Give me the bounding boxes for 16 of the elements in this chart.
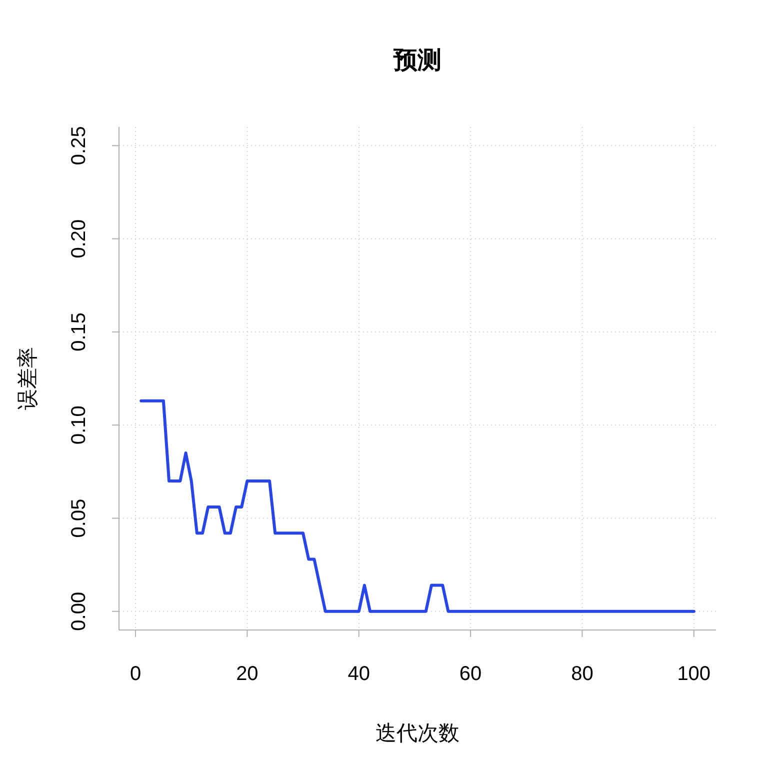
x-tick-label: 60 <box>459 663 482 685</box>
line-series <box>140 399 696 613</box>
y-tick-label: 0.10 <box>68 406 90 445</box>
chart-title: 预测 <box>392 47 442 74</box>
y-tick-label: 0.00 <box>68 592 90 631</box>
x-axis-title: 迭代次数 <box>376 722 460 745</box>
y-axis-title: 误差率 <box>16 347 40 410</box>
x-tick-label: 0 <box>130 663 142 685</box>
x-tick-label: 20 <box>236 663 258 685</box>
x-tick-label: 100 <box>677 663 711 685</box>
x-tick-label: 40 <box>348 663 370 685</box>
x-tick-label: 80 <box>571 663 594 685</box>
y-tick-label: 0.15 <box>68 312 90 352</box>
y-tick-label: 0.20 <box>68 219 90 258</box>
y-tick-label: 0.05 <box>68 498 90 538</box>
y-tick-label: 0.25 <box>68 126 90 166</box>
